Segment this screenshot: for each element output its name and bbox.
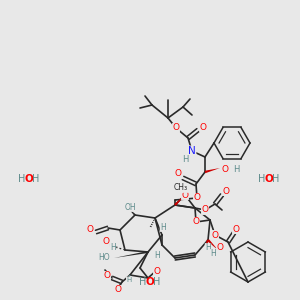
Text: O: O (202, 206, 208, 214)
Text: H: H (153, 277, 161, 287)
Text: H: H (233, 166, 239, 175)
Text: O: O (264, 173, 273, 184)
Text: O: O (146, 277, 154, 287)
Text: O: O (154, 268, 160, 277)
Text: O: O (115, 286, 122, 295)
Text: O: O (193, 218, 200, 226)
Polygon shape (207, 239, 218, 250)
Text: O: O (221, 166, 229, 175)
Text: H: H (210, 250, 216, 259)
Text: O: O (103, 272, 110, 280)
Text: HO: HO (98, 253, 110, 262)
Text: OH: OH (124, 202, 136, 211)
Text: H: H (154, 250, 160, 260)
Text: H: H (272, 173, 279, 184)
Text: O: O (194, 194, 200, 202)
Text: O: O (24, 173, 33, 184)
Polygon shape (114, 251, 148, 258)
Text: H: H (160, 223, 166, 232)
Text: O: O (182, 190, 188, 200)
Text: H: H (32, 173, 39, 184)
Polygon shape (205, 240, 209, 248)
Text: O: O (86, 226, 94, 235)
Text: H: H (18, 173, 25, 184)
Polygon shape (174, 195, 185, 206)
Text: H: H (139, 277, 147, 287)
Text: O: O (172, 124, 179, 133)
Text: H: H (205, 244, 211, 253)
Text: O: O (212, 230, 218, 239)
Text: O: O (175, 169, 182, 178)
Text: O: O (103, 238, 110, 247)
Text: H: H (182, 154, 188, 164)
Text: O: O (232, 224, 239, 233)
Text: O: O (223, 187, 230, 196)
Text: O: O (217, 244, 224, 253)
Text: H: H (258, 173, 265, 184)
Text: H: H (126, 277, 132, 283)
Polygon shape (128, 208, 136, 216)
Polygon shape (205, 168, 220, 173)
Text: N: N (188, 146, 196, 156)
Text: H: H (110, 244, 116, 253)
Text: O: O (200, 122, 206, 131)
Polygon shape (127, 275, 131, 282)
Text: CH₃: CH₃ (174, 184, 188, 193)
